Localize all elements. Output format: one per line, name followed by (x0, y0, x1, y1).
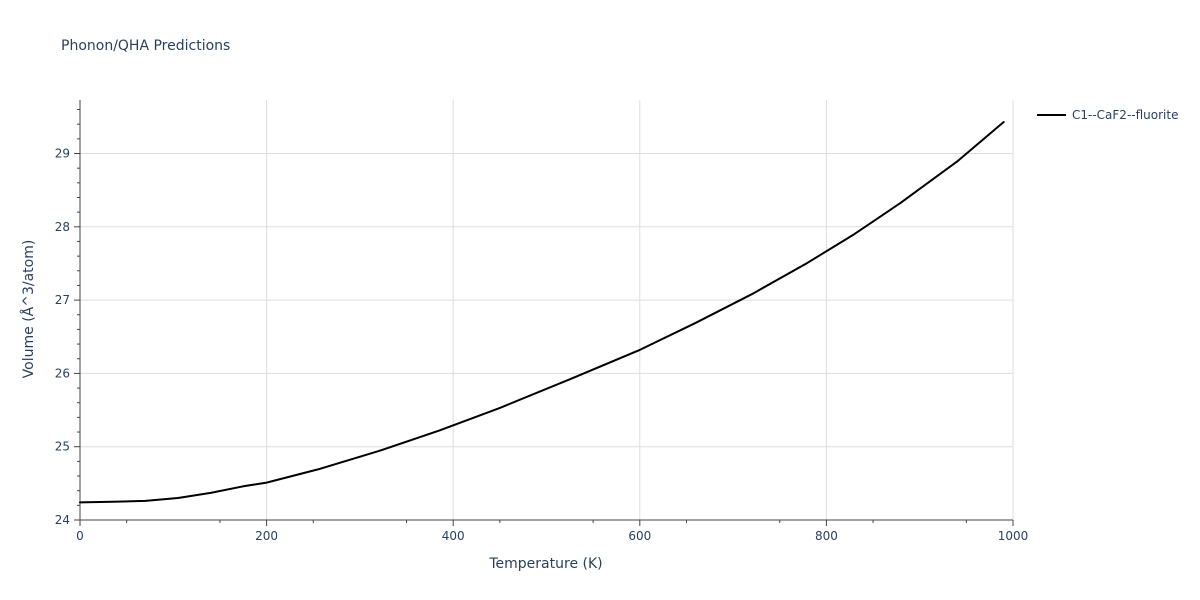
x-axis-title: Temperature (K) (488, 556, 602, 572)
series-line-c1-caf2-fluorite[interactable] (79, 121, 1005, 504)
chart-title: Phonon/QHA Predictions (61, 38, 230, 54)
x-tick-label: 600 (628, 529, 651, 543)
y-tick-label: 28 (55, 220, 70, 234)
x-tick-label: 400 (442, 529, 465, 543)
series-lines (79, 121, 1005, 504)
axes (79, 100, 1013, 521)
x-tick-label: 200 (255, 529, 278, 543)
y-tick-label: 25 (55, 440, 70, 454)
y-tick-label: 29 (55, 147, 70, 161)
y-axis-ticks: 24 25 26 27 28 29 (55, 109, 80, 527)
y-tick-label: 27 (55, 293, 70, 307)
x-tick-label: 800 (815, 529, 838, 543)
legend[interactable]: C1--CaF2--fluorite (1037, 108, 1178, 122)
y-axis-title: Volume (Å^3/atom) (20, 240, 37, 379)
x-tick-label: 0 (76, 529, 84, 543)
x-axis-ticks: 0 200 400 600 800 1000 (76, 520, 1028, 543)
gridlines (80, 100, 1014, 521)
legend-label-c1-caf2-fluorite: C1--CaF2--fluorite (1072, 108, 1178, 122)
y-tick-label: 24 (55, 513, 70, 527)
x-tick-label: 1000 (998, 529, 1029, 543)
y-tick-label: 26 (55, 366, 70, 380)
